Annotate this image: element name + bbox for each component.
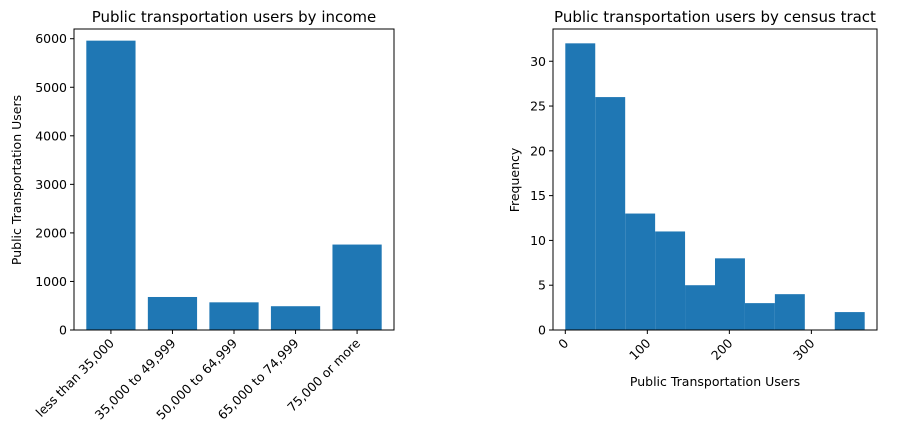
income-bar	[209, 302, 259, 330]
tract-ytick-label: 5	[538, 278, 546, 293]
tract-chart-title: Public transportation users by census tr…	[554, 8, 876, 26]
income-bar	[270, 306, 321, 330]
income-ytick-label: 0	[59, 323, 67, 338]
income-ytick-label: 3000	[35, 177, 67, 192]
tract-hist-bar	[625, 213, 656, 330]
tract-xtick-label: 200	[708, 335, 736, 363]
tract-hist-bar	[774, 294, 805, 330]
tract-chart-frame	[552, 28, 878, 331]
income-bar	[332, 244, 382, 330]
tract-hist-bar	[744, 303, 775, 330]
tract-ytick-label: 10	[530, 233, 546, 248]
income-bar	[86, 40, 136, 330]
tract-hist-bar	[655, 231, 686, 330]
income-ytick-label: 6000	[35, 31, 67, 46]
income-ytick-label: 2000	[35, 225, 67, 240]
tract-ytick-label: 20	[530, 143, 546, 158]
tract-chart-xlabel: Public Transportation Users	[630, 374, 800, 389]
tract-xtick-label: 300	[790, 335, 818, 363]
tract-ytick-label: 25	[530, 99, 546, 114]
income-ytick-label: 5000	[35, 80, 67, 95]
tract-xtick-label: 100	[626, 335, 654, 363]
tract-hist-bar	[834, 312, 865, 330]
income-chart: Public transportation users by income Pu…	[9, 8, 395, 422]
tract-chart-ylabel: Frequency	[507, 147, 522, 212]
tract-ytick-label: 15	[530, 188, 546, 203]
income-chart-frame	[73, 28, 395, 331]
tract-xtick-label: 0	[555, 335, 571, 351]
income-chart-ylabel: Public Transportation Users	[9, 95, 24, 265]
tract-hist-bar	[685, 285, 715, 330]
tract-ytick-label: 30	[530, 54, 546, 69]
tract-hist-bar	[715, 258, 745, 330]
income-ytick-label: 4000	[35, 128, 67, 143]
income-bar	[147, 296, 198, 330]
tract-ytick-label: 0	[538, 323, 546, 338]
income-chart-title: Public transportation users by income	[92, 8, 377, 26]
tract-chart: Public transportation users by census tr…	[507, 8, 878, 389]
tract-hist-bar	[565, 43, 596, 330]
income-ytick-label: 1000	[35, 274, 67, 289]
tract-hist-bar	[595, 97, 626, 330]
